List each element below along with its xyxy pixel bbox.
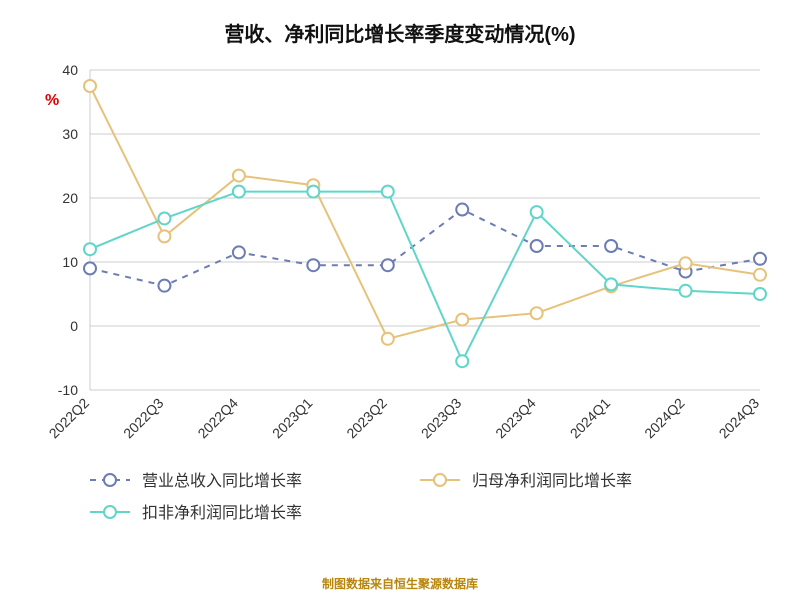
- y-tick-label: 0: [70, 318, 78, 334]
- x-tick-label: 2023Q3: [418, 395, 465, 442]
- series-marker: [84, 262, 96, 274]
- legend-label: 扣非净利润同比增长率: [142, 504, 302, 522]
- legend-swatch-marker: [104, 474, 116, 486]
- series-marker: [158, 212, 170, 224]
- x-tick-label: 2024Q2: [641, 395, 688, 442]
- series-marker: [456, 355, 468, 367]
- chart-footer: 制图数据来自恒生聚源数据库: [0, 575, 800, 592]
- gridlines: [90, 70, 760, 390]
- series-marker: [307, 259, 319, 271]
- legend-label: 营业总收入同比增长率: [142, 472, 302, 490]
- series-line: [90, 192, 760, 362]
- series-marker: [84, 80, 96, 92]
- chart-svg: -10 0 10 20 30 40 2022Q2 2022Q3 2022Q4 2023Q1 2023…: [0, 0, 800, 600]
- legend-swatch-marker: [104, 506, 116, 518]
- chart-container: 营收、净利同比增长率季度变动情况(%) % -100102030402022Q2…: [0, 0, 800, 600]
- series-marker: [531, 307, 543, 319]
- x-tick-label: 2023Q4: [492, 395, 539, 442]
- series-marker: [531, 240, 543, 252]
- y-tick-label: 40: [62, 62, 78, 78]
- x-tick-label: 2023Q2: [343, 395, 390, 442]
- series-marker: [158, 280, 170, 292]
- y-tick-label: -10: [58, 382, 78, 398]
- series-marker: [456, 204, 468, 216]
- x-tick-label: 2024Q3: [716, 395, 763, 442]
- series-marker: [605, 240, 617, 252]
- series-marker: [233, 186, 245, 198]
- y-tick-label: 20: [62, 190, 78, 206]
- series-marker: [84, 243, 96, 255]
- series-marker: [680, 285, 692, 297]
- y-tick-label: 30: [62, 126, 78, 142]
- series-marker: [456, 314, 468, 326]
- series-marker: [754, 288, 766, 300]
- y-tick-label: 10: [62, 254, 78, 270]
- legend-label: 归母净利润同比增长率: [472, 472, 632, 490]
- series-marker: [382, 333, 394, 345]
- series-marker: [307, 186, 319, 198]
- series-marker: [754, 269, 766, 281]
- x-tick-label: 2022Q2: [46, 395, 93, 442]
- legend-swatch-marker: [434, 474, 446, 486]
- series-marker: [754, 253, 766, 265]
- series-marker: [382, 259, 394, 271]
- series-line: [90, 86, 760, 339]
- series-marker: [382, 186, 394, 198]
- series-marker: [233, 170, 245, 182]
- x-tick-label: 2023Q1: [269, 395, 316, 442]
- series-marker: [233, 246, 245, 258]
- series-marker: [158, 230, 170, 242]
- series-marker: [531, 206, 543, 218]
- x-tick-label: 2022Q3: [120, 395, 167, 442]
- x-tick-label: 2024Q1: [567, 395, 614, 442]
- x-tick-label: 2022Q4: [194, 395, 241, 442]
- series-marker: [680, 257, 692, 269]
- series-marker: [605, 278, 617, 290]
